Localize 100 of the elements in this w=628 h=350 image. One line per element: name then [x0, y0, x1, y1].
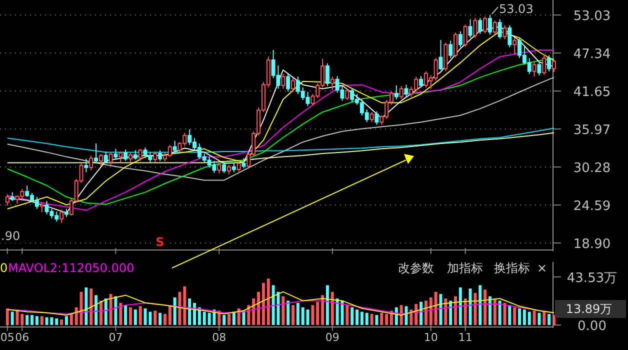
bar: [326, 285, 329, 325]
candlestick: [463, 24, 468, 48]
candlestick: [108, 152, 113, 166]
bar: [173, 297, 176, 325]
candlestick: [399, 86, 404, 100]
bar: [414, 304, 418, 325]
candlestick: [438, 39, 443, 70]
candlestick: [498, 18, 502, 40]
line-series: [6, 132, 554, 164]
bar: [474, 292, 477, 325]
candlestick: [488, 14, 492, 36]
bar: [262, 283, 265, 325]
candlestick: [286, 74, 290, 92]
candlestick: [227, 164, 231, 175]
bar: [336, 298, 339, 325]
y-tick-label: 0.00: [578, 319, 606, 334]
bar: [429, 297, 432, 325]
candlestick: [325, 62, 330, 87]
bar: [148, 312, 152, 325]
candlestick: [222, 162, 226, 174]
bar: [346, 305, 349, 325]
bar: [257, 292, 260, 325]
bar: [237, 308, 240, 325]
candlestick: [114, 148, 118, 160]
bar: [522, 310, 526, 325]
bar: [20, 314, 24, 325]
annotation: 加指标: [447, 261, 483, 275]
candlestick: [217, 162, 222, 174]
bar: [163, 314, 166, 325]
candlestick: [242, 158, 246, 169]
bar: [292, 305, 294, 325]
bar: [478, 285, 482, 325]
candlestick: [124, 148, 128, 162]
bar: [552, 315, 556, 325]
candlestick: [104, 150, 108, 164]
bar: [188, 298, 192, 325]
bar: [380, 312, 384, 325]
candlestick: [370, 112, 374, 123]
bar: [10, 312, 14, 325]
y-tick-label: 18.90: [573, 236, 611, 252]
bar: [316, 302, 320, 325]
bar: [548, 314, 551, 325]
bar: [158, 312, 162, 325]
bar: [114, 296, 118, 325]
bar: [232, 312, 236, 325]
candlestick: [374, 110, 379, 126]
bar: [60, 319, 64, 325]
candlestick: [138, 148, 142, 162]
y-tick-label: 35.97: [573, 122, 611, 138]
bar: [356, 310, 358, 325]
annotation: 换指标: [494, 261, 530, 275]
bar: [375, 315, 378, 325]
candlestick: [172, 140, 177, 154]
candlestick: [330, 76, 334, 91]
candlestick: [153, 150, 158, 163]
bar: [90, 288, 93, 325]
candlestick: [508, 24, 512, 48]
text: 13.89万: [566, 302, 612, 316]
bar: [385, 314, 388, 325]
candlestick: [84, 158, 88, 173]
bar: [129, 307, 132, 325]
line-series: [6, 291, 554, 316]
line-series: [6, 76, 554, 181]
bar: [454, 296, 457, 325]
candlestick: [537, 60, 542, 76]
bar: [40, 316, 44, 325]
bar: [35, 316, 38, 325]
candlestick: [128, 152, 132, 163]
bar: [538, 312, 541, 325]
x-tick-label: 08: [212, 331, 226, 344]
y-tick-label: 24.59: [573, 198, 611, 214]
y-tick-label: 53.03: [573, 9, 611, 24]
bar: [498, 300, 502, 325]
bar: [311, 305, 314, 325]
bar: [109, 294, 112, 325]
bar: [228, 314, 230, 325]
y-tick-label: 43.53万: [566, 270, 618, 286]
bar: [301, 307, 304, 325]
candlestick: [448, 40, 453, 58]
bar: [55, 318, 58, 325]
bar: [296, 302, 300, 325]
bar: [370, 314, 374, 325]
bar: [99, 300, 102, 325]
candlestick: [133, 150, 138, 160]
bar: [183, 286, 186, 325]
annotation: 53.03: [498, 2, 534, 16]
candlestick: [404, 84, 408, 98]
bar: [542, 312, 546, 325]
bar: [321, 295, 324, 325]
bar: [168, 305, 172, 325]
x-tick-label: 09: [325, 331, 340, 344]
annotation: ×: [536, 261, 548, 275]
bar: [488, 296, 492, 325]
candlestick: [40, 202, 44, 213]
x-tick-label: 06: [15, 331, 30, 344]
bar: [484, 290, 487, 325]
bar: [104, 298, 108, 325]
bar: [84, 287, 88, 325]
annotation: 0: [0, 261, 8, 275]
candlestick: [345, 88, 350, 101]
